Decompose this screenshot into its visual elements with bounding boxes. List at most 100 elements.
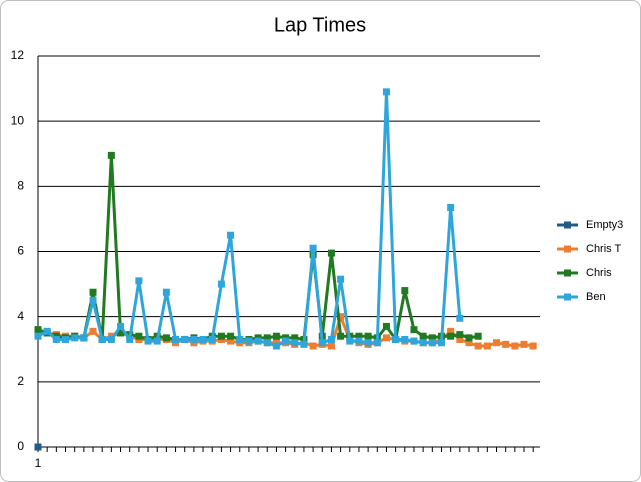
series-marker <box>465 339 473 347</box>
series-marker <box>474 342 482 350</box>
series-marker <box>382 322 390 330</box>
series-marker <box>107 151 115 159</box>
series-marker <box>493 339 500 347</box>
series-marker <box>410 337 418 345</box>
legend-label: Chris <box>586 267 612 279</box>
x-tick-label: 1 <box>35 456 42 470</box>
series-marker <box>34 443 42 451</box>
series-marker <box>199 335 207 343</box>
series-marker <box>337 332 345 340</box>
series-marker <box>447 204 455 212</box>
series-marker <box>465 334 473 342</box>
series-marker <box>43 327 51 335</box>
legend-label: Empty3 <box>586 219 623 231</box>
series-marker <box>217 332 225 340</box>
series-marker <box>272 342 280 350</box>
series-marker <box>227 231 235 239</box>
legend-marker <box>564 221 571 229</box>
series-marker <box>483 342 491 350</box>
series-marker <box>447 327 455 335</box>
series-marker <box>437 339 445 347</box>
series-marker <box>71 334 79 342</box>
series-marker <box>126 335 134 343</box>
series-marker <box>364 339 372 347</box>
series-marker <box>227 332 235 340</box>
chart-title: Lap Times <box>274 14 366 36</box>
series-marker <box>89 288 97 296</box>
series-marker <box>80 334 88 342</box>
series-marker <box>263 339 271 347</box>
series-marker <box>428 334 436 342</box>
series-marker <box>529 342 537 350</box>
series-marker <box>327 249 335 257</box>
series-marker <box>520 340 528 348</box>
y-tick-label: 12 <box>11 48 25 62</box>
series-marker <box>144 337 152 345</box>
series-marker <box>456 331 464 339</box>
series-marker <box>263 334 271 342</box>
legend-marker <box>564 293 571 301</box>
y-tick-label: 8 <box>17 179 24 193</box>
series-marker <box>107 335 115 343</box>
legend-marker <box>564 269 571 277</box>
series-marker <box>456 335 464 343</box>
y-tick-label: 4 <box>17 309 24 323</box>
series-marker <box>382 334 390 342</box>
series-marker <box>135 277 143 285</box>
series-marker <box>382 88 390 96</box>
series-marker <box>419 339 427 347</box>
series-marker <box>272 332 280 340</box>
series-marker <box>117 329 125 337</box>
series-marker <box>392 335 400 343</box>
series-marker <box>34 326 42 334</box>
series-marker <box>89 296 97 304</box>
series-marker <box>52 335 60 343</box>
series-marker <box>135 332 143 340</box>
series-marker <box>337 275 345 283</box>
y-tick-label: 2 <box>17 374 24 388</box>
series-marker <box>236 335 244 343</box>
series-marker <box>337 313 345 321</box>
series-marker <box>355 337 363 345</box>
series-marker <box>162 334 170 342</box>
series-marker <box>502 340 510 348</box>
series-marker <box>327 335 335 343</box>
series-marker <box>190 335 198 343</box>
legend-label: Chris T <box>586 243 622 255</box>
series-marker <box>364 332 372 340</box>
series-marker <box>300 340 308 348</box>
series-marker <box>373 339 381 347</box>
series-marker <box>227 337 235 345</box>
series-marker <box>34 332 42 340</box>
series-marker <box>419 332 427 340</box>
series-marker <box>474 332 482 340</box>
series-marker <box>318 339 326 347</box>
series-marker <box>401 287 409 295</box>
y-tick-label: 0 <box>17 439 24 453</box>
series-marker <box>153 337 161 345</box>
series-marker <box>117 322 125 330</box>
series-marker <box>181 335 189 343</box>
series-marker <box>162 288 170 296</box>
y-tick-label: 10 <box>11 113 25 127</box>
series-marker <box>89 327 97 335</box>
series-marker <box>282 337 290 345</box>
series-marker <box>217 280 225 288</box>
legend-label: Ben <box>586 291 606 303</box>
series-marker <box>309 244 317 252</box>
series-marker <box>309 342 317 350</box>
series-marker <box>401 335 409 343</box>
series-marker <box>254 337 262 345</box>
series-marker <box>172 335 180 343</box>
series-marker <box>410 326 418 334</box>
series-marker <box>355 332 363 340</box>
series-marker <box>346 337 354 345</box>
series-marker <box>456 314 464 322</box>
legend-marker <box>564 245 571 253</box>
series-marker <box>98 335 106 343</box>
series-marker <box>245 337 253 345</box>
series-marker <box>62 335 70 343</box>
